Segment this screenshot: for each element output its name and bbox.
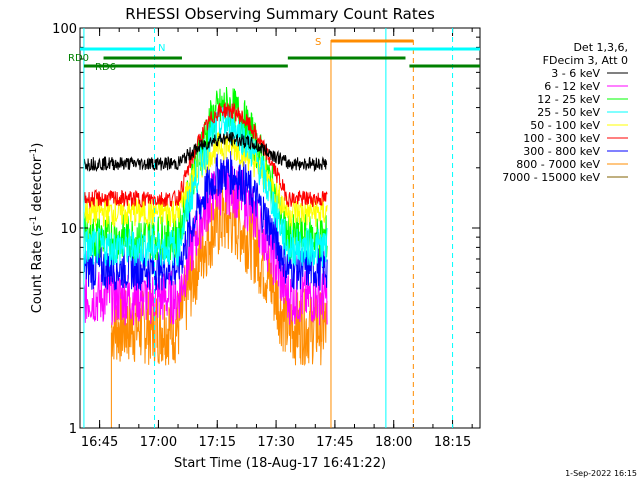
timestamp: 1-Sep-2022 16:15: [565, 469, 637, 478]
series-trace: [83, 132, 328, 173]
y-axis-ticks: 1 10 100: [52, 22, 480, 437]
rd6-flag-label: RD6: [95, 62, 116, 73]
rd0-flag-label: RD0: [68, 53, 89, 64]
n-flag-label: N: [158, 43, 165, 54]
legend-entry-label: 300 - 800 keV: [523, 145, 600, 158]
x-axis-label: Start Time (18-Aug-17 16:41:22): [174, 456, 386, 471]
legend-entry-label: 25 - 50 keV: [537, 106, 600, 119]
legend-header: Det 1,3,6,: [573, 41, 628, 54]
legend-entry-label: 6 - 12 keV: [544, 80, 600, 93]
series-trace: [83, 151, 328, 292]
status-flags: N RD0 RD6 S: [68, 28, 480, 428]
legend-entry-label: 12 - 25 keV: [537, 93, 600, 106]
x-tick-label: 17:45: [316, 435, 353, 450]
chart-title: RHESSI Observing Summary Count Rates: [125, 5, 435, 23]
legend-entry-label: 100 - 300 keV: [523, 132, 600, 145]
y-tick-label: 1: [69, 422, 77, 437]
x-tick-label: 16:45: [81, 435, 118, 450]
legend-entry-label: 50 - 100 keV: [530, 119, 600, 132]
x-tick-label: 17:15: [199, 435, 236, 450]
legend-header: FDecim 3, Att 0: [543, 54, 628, 67]
legend-entry-label: 3 - 6 keV: [551, 67, 600, 80]
y-tick-label: 10: [60, 222, 77, 237]
series-trace: [110, 184, 328, 367]
series-trace: [83, 102, 328, 209]
x-tick-label: 17:00: [140, 435, 177, 450]
x-axis-ticks: 16:45 17:00 17:15 17:30 17:45 18:00 18:15: [79, 28, 473, 450]
y-axis-label: Count Rate (s-1 detector-1): [29, 143, 45, 314]
x-tick-label: 18:15: [434, 435, 471, 450]
legend-entry-label: 800 - 7000 keV: [516, 158, 600, 171]
y-tick-label: 100: [52, 22, 77, 37]
s-flag-label: S: [315, 37, 321, 48]
series-trace: [83, 86, 328, 261]
x-tick-label: 18:00: [375, 435, 412, 450]
x-tick-label: 17:30: [257, 435, 294, 450]
legend-entry-label: 7000 - 15000 keV: [502, 171, 600, 184]
plot-data-layer: [83, 86, 328, 428]
